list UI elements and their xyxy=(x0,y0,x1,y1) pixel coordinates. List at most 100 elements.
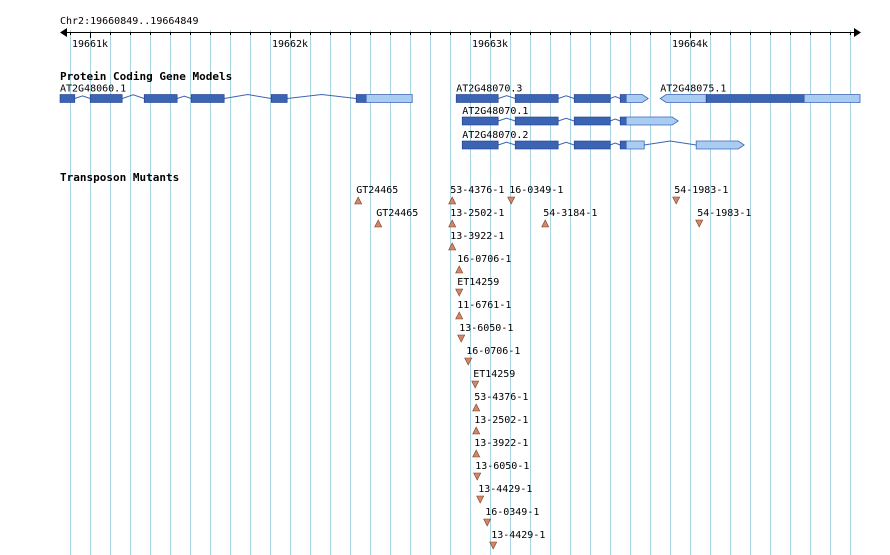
gene-model-label[interactable]: AT2G48075.1 xyxy=(660,84,726,95)
mutant-label[interactable]: 54-3184-1 xyxy=(543,208,597,219)
intron-line xyxy=(610,118,621,122)
mutant-feature[interactable]: 13-6050-1 xyxy=(473,461,530,481)
intron-line xyxy=(498,141,516,146)
triangle-up-icon[interactable] xyxy=(472,403,481,412)
mutant-feature[interactable]: 54-1983-1 xyxy=(695,208,752,228)
mutant-feature[interactable]: 16-0349-1 xyxy=(507,185,564,205)
intron-line xyxy=(558,95,575,99)
mutant-feature[interactable]: 16-0706-1 xyxy=(455,254,512,274)
mutant-label[interactable]: 13-6050-1 xyxy=(475,461,529,472)
triangle-down-icon[interactable] xyxy=(489,541,498,550)
triangle-up-icon[interactable] xyxy=(455,265,464,274)
coding-exon xyxy=(514,94,559,103)
ruler-tick-label: 19663k xyxy=(472,39,508,50)
mutant-label[interactable]: 13-2502-1 xyxy=(450,208,504,219)
mutant-label[interactable]: 53-4376-1 xyxy=(450,185,504,196)
utr-exon xyxy=(365,94,413,103)
mutant-label[interactable]: 54-1983-1 xyxy=(674,185,728,196)
mutant-feature[interactable]: 54-3184-1 xyxy=(541,208,598,228)
transposon-mutants-track: Transposon Mutants GT24465 53-4376-1 16-03… xyxy=(60,171,752,550)
triangle-up-icon[interactable] xyxy=(374,219,383,228)
triangle-up-icon[interactable] xyxy=(455,311,464,320)
coding-exon xyxy=(573,116,611,126)
triangle-down-icon[interactable] xyxy=(464,357,473,366)
coding-exon xyxy=(143,94,178,103)
triangle-down-icon[interactable] xyxy=(457,334,466,343)
triangle-down-icon[interactable] xyxy=(507,196,516,205)
mutant-feature[interactable]: 13-2502-1 xyxy=(448,208,505,228)
mutant-feature[interactable]: 16-0349-1 xyxy=(483,507,540,527)
gene-model-label[interactable]: AT2G48070.2 xyxy=(462,130,528,141)
coding-exon xyxy=(59,94,76,103)
gene-models-track: Protein Coding Gene Models AT2G48060.1 AT… xyxy=(59,70,861,150)
mutant-label[interactable]: 13-3922-1 xyxy=(474,438,528,449)
gene-model[interactable]: AT2G48070.1 xyxy=(461,106,679,126)
intron-line xyxy=(224,93,272,99)
ruler-left-arrow-icon[interactable] xyxy=(60,28,67,37)
intron-line xyxy=(610,95,621,99)
mutant-feature[interactable]: 13-6050-1 xyxy=(457,323,514,343)
mutant-label[interactable]: 13-4429-1 xyxy=(478,484,532,495)
triangle-up-icon[interactable] xyxy=(354,196,363,205)
mutant-feature[interactable]: 11-6761-1 xyxy=(455,300,512,320)
mutant-label[interactable]: ET14259 xyxy=(457,277,499,288)
triangle-up-icon[interactable] xyxy=(448,219,457,228)
triangle-up-icon[interactable] xyxy=(448,242,457,251)
ruler-tick-label: 19661k xyxy=(72,39,108,50)
coding-exon xyxy=(514,116,559,126)
mutant-feature[interactable]: ET14259 xyxy=(455,277,500,297)
mutant-label[interactable]: GT24465 xyxy=(356,185,398,196)
triangle-down-icon[interactable] xyxy=(695,219,704,228)
mutant-feature[interactable]: GT24465 xyxy=(374,208,419,228)
ruler-range-label: Chr2:19660849..19664849 xyxy=(60,16,198,27)
gene-model[interactable]: AT2G48070.3 xyxy=(455,84,649,103)
intron-line xyxy=(558,117,575,122)
mutant-label[interactable]: 13-6050-1 xyxy=(459,323,513,334)
mutant-feature[interactable]: 13-4429-1 xyxy=(489,530,546,550)
gene-model[interactable]: AT2G48070.2 xyxy=(461,130,745,150)
triangle-up-icon[interactable] xyxy=(541,219,550,228)
mutant-feature[interactable]: 54-1983-1 xyxy=(672,185,729,205)
mutant-label[interactable]: GT24465 xyxy=(376,208,418,219)
mutant-feature[interactable]: 13-3922-1 xyxy=(472,438,529,458)
mutant-feature[interactable]: 13-3922-1 xyxy=(448,231,505,251)
mutant-feature[interactable]: 13-4429-1 xyxy=(476,484,533,504)
triangle-down-icon[interactable] xyxy=(455,288,464,297)
triangle-up-icon[interactable] xyxy=(448,196,457,205)
triangle-down-icon[interactable] xyxy=(471,380,480,389)
triangle-up-icon[interactable] xyxy=(472,449,481,458)
ruler-tick-label: 19664k xyxy=(672,39,708,50)
mutant-label[interactable]: 54-1983-1 xyxy=(697,208,751,219)
mutant-label[interactable]: 16-0349-1 xyxy=(485,507,539,518)
coding-exon xyxy=(461,140,499,150)
mutant-label[interactable]: 16-0706-1 xyxy=(466,346,520,357)
mutant-label[interactable]: ET14259 xyxy=(473,369,515,380)
mutant-label[interactable]: 11-6761-1 xyxy=(457,300,511,311)
mutant-label[interactable]: 16-0706-1 xyxy=(457,254,511,265)
ruler-right-arrow-icon[interactable] xyxy=(854,28,861,37)
coding-exon xyxy=(619,140,627,150)
mutant-feature[interactable]: 53-4376-1 xyxy=(472,392,529,412)
gene-model[interactable]: AT2G48075.1 xyxy=(659,84,861,103)
mutant-feature[interactable]: ET14259 xyxy=(471,369,516,389)
gene-model-label[interactable]: AT2G48070.3 xyxy=(456,84,522,95)
coding-exon xyxy=(270,94,288,103)
triangle-down-icon[interactable] xyxy=(473,472,482,481)
mutant-feature[interactable]: 53-4376-1 xyxy=(448,185,505,205)
triangle-down-icon[interactable] xyxy=(476,495,485,504)
gene-model-label[interactable]: AT2G48070.1 xyxy=(462,106,528,117)
mutant-feature[interactable]: GT24465 xyxy=(354,185,399,205)
mutant-label[interactable]: 13-2502-1 xyxy=(474,415,528,426)
gene-model-label[interactable]: AT2G48060.1 xyxy=(60,84,126,95)
mutant-feature[interactable]: 16-0706-1 xyxy=(464,346,521,366)
triangle-up-icon[interactable] xyxy=(472,426,481,435)
mutant-label[interactable]: 13-3922-1 xyxy=(450,231,504,242)
triangle-down-icon[interactable] xyxy=(483,518,492,527)
gene-model[interactable]: AT2G48060.1 xyxy=(59,84,413,103)
mutant-label[interactable]: 13-4429-1 xyxy=(491,530,545,541)
mutant-label[interactable]: 16-0349-1 xyxy=(509,185,563,196)
mutant-feature[interactable]: 13-2502-1 xyxy=(472,415,529,435)
mutant-label[interactable]: 53-4376-1 xyxy=(474,392,528,403)
triangle-down-icon[interactable] xyxy=(672,196,681,205)
